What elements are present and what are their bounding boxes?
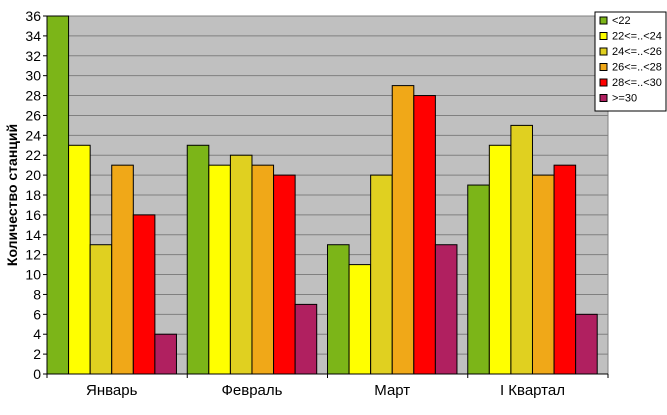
y-tick-label: 4 bbox=[33, 326, 41, 342]
legend-label: 26<=..<28 bbox=[612, 62, 662, 74]
bar bbox=[208, 164, 231, 375]
bar bbox=[467, 184, 490, 375]
y-tick-label: 18 bbox=[25, 187, 41, 203]
legend-label: 28<=..<30 bbox=[612, 77, 662, 89]
x-category-label: Январь bbox=[86, 382, 138, 399]
legend-swatch bbox=[599, 47, 608, 56]
bar bbox=[229, 154, 253, 375]
bar bbox=[46, 15, 70, 375]
y-tick-label: 26 bbox=[25, 107, 41, 123]
legend-label: 22<=..<24 bbox=[612, 31, 662, 43]
y-tick-label: 32 bbox=[25, 48, 41, 64]
y-tick-label: 22 bbox=[25, 147, 41, 163]
y-tick-label: 34 bbox=[25, 28, 41, 44]
bar bbox=[327, 244, 350, 375]
y-tick-label: 6 bbox=[33, 306, 41, 322]
y-tick-label: 16 bbox=[25, 207, 41, 223]
y-tick-label: 8 bbox=[33, 286, 41, 302]
bar bbox=[413, 95, 436, 375]
legend-swatch bbox=[599, 63, 608, 71]
bar bbox=[111, 164, 134, 375]
bar bbox=[348, 264, 372, 375]
legend-swatch bbox=[599, 94, 608, 102]
y-tick-label: 24 bbox=[25, 127, 41, 143]
x-axis-labels: Январь Февраль Март I Квартал bbox=[46, 374, 609, 399]
bars-group bbox=[46, 15, 598, 375]
bar bbox=[132, 214, 156, 375]
y-tick-label: 20 bbox=[25, 167, 41, 183]
bar bbox=[434, 244, 458, 375]
bar bbox=[154, 333, 177, 375]
y-tick-label: 0 bbox=[33, 366, 41, 382]
bar bbox=[391, 85, 415, 375]
y-tick-label: 12 bbox=[25, 247, 41, 263]
bar bbox=[370, 174, 393, 375]
y-tick-label: 10 bbox=[25, 267, 41, 283]
legend-swatch bbox=[599, 78, 608, 87]
y-tick-label: 36 bbox=[25, 8, 41, 24]
bar bbox=[531, 174, 555, 375]
bar bbox=[294, 303, 318, 375]
y-tick-label: 14 bbox=[25, 227, 41, 243]
bar bbox=[186, 144, 210, 375]
y-tick-label: 28 bbox=[25, 88, 41, 104]
legend: <22 22<=..<24 24<=..<26 26<=..<28 28<=..<30 >… bbox=[594, 11, 667, 112]
legend-label: >=30 bbox=[612, 93, 637, 105]
bar bbox=[273, 174, 296, 375]
x-category-label: I Квартал bbox=[500, 382, 565, 399]
x-category-label: Февраль bbox=[221, 382, 282, 399]
bar bbox=[510, 124, 533, 375]
bar bbox=[251, 164, 275, 375]
y-tick-label: 30 bbox=[25, 68, 41, 84]
bar bbox=[89, 244, 113, 375]
legend-label: 24<=..<26 bbox=[612, 46, 662, 58]
x-category-label: Март bbox=[374, 382, 410, 399]
y-axis-title: Количество станций bbox=[4, 124, 20, 266]
bar bbox=[553, 164, 577, 375]
legend-swatch bbox=[599, 16, 608, 25]
legend-swatch bbox=[599, 32, 608, 40]
y-tick-label: 2 bbox=[33, 346, 41, 362]
legend-label: <22 bbox=[612, 15, 631, 27]
bar bbox=[68, 144, 91, 375]
bar bbox=[575, 313, 598, 375]
bar bbox=[488, 144, 512, 375]
